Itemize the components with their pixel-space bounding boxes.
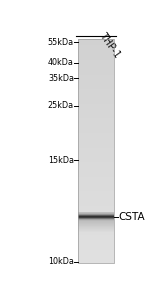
Text: 35kDa: 35kDa xyxy=(48,73,74,83)
Text: CSTA: CSTA xyxy=(118,212,145,222)
Text: THP-1: THP-1 xyxy=(98,30,122,59)
Text: 25kDa: 25kDa xyxy=(48,101,74,110)
Text: 10kDa: 10kDa xyxy=(48,257,74,266)
Text: 15kDa: 15kDa xyxy=(48,156,74,165)
Text: 55kDa: 55kDa xyxy=(48,38,74,47)
Bar xyxy=(78,39,114,263)
Text: 40kDa: 40kDa xyxy=(48,58,74,67)
